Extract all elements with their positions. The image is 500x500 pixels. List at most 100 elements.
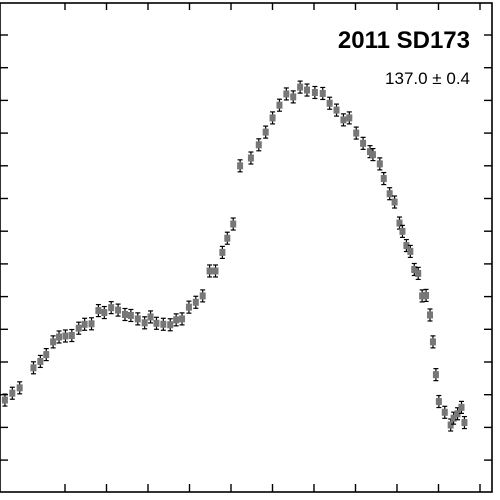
- chart-title: 2011 SD173: [338, 27, 470, 54]
- data-point: [160, 317, 167, 331]
- data-marker: [386, 190, 393, 198]
- data-marker: [461, 419, 468, 427]
- data-point: [380, 171, 387, 186]
- data-point: [206, 264, 213, 278]
- data-point: [9, 386, 16, 400]
- data-marker: [185, 303, 192, 311]
- data-marker: [360, 139, 367, 147]
- data-marker: [134, 315, 141, 323]
- data-marker: [447, 421, 454, 429]
- data-marker: [427, 311, 434, 319]
- data-marker: [326, 99, 333, 107]
- data-marker: [173, 316, 180, 324]
- data-marker: [441, 408, 448, 416]
- data-point: [127, 308, 134, 323]
- data-point: [75, 321, 82, 335]
- data-point: [297, 80, 304, 94]
- axis-ticks: [0, 3, 492, 492]
- data-point: [56, 330, 63, 344]
- data-marker: [43, 351, 50, 359]
- data-marker: [396, 219, 403, 227]
- data-marker: [167, 321, 174, 329]
- data-point: [353, 126, 360, 140]
- data-point: [432, 368, 439, 382]
- data-point: [340, 113, 347, 127]
- data-marker: [297, 83, 304, 91]
- data-marker: [435, 398, 442, 406]
- data-marker: [391, 198, 398, 206]
- data-marker: [212, 267, 219, 275]
- data-point: [62, 329, 69, 343]
- data-point: [326, 96, 333, 110]
- data-point: [369, 147, 376, 162]
- data-point: [30, 361, 37, 375]
- data-marker: [199, 292, 206, 300]
- data-point: [95, 303, 102, 318]
- data-marker: [340, 116, 347, 124]
- data-marker: [9, 389, 16, 397]
- data-marker: [304, 86, 311, 94]
- data-marker: [247, 154, 254, 162]
- data-point: [121, 307, 128, 322]
- data-point: [101, 305, 108, 320]
- data-point: [173, 313, 180, 327]
- data-marker: [380, 175, 387, 183]
- data-point: [276, 98, 283, 112]
- data-point: [153, 316, 160, 330]
- data-marker: [219, 248, 226, 256]
- data-marker: [276, 101, 283, 109]
- data-point: [386, 187, 393, 201]
- data-marker: [415, 269, 422, 277]
- data-point: [237, 159, 244, 173]
- data-point: [1, 393, 8, 407]
- data-marker: [81, 320, 88, 328]
- data-point: [360, 136, 367, 150]
- data-point: [230, 217, 237, 231]
- data-marker: [56, 333, 63, 341]
- data-point: [192, 295, 199, 309]
- data-point: [461, 415, 468, 430]
- data-marker: [255, 141, 262, 149]
- data-marker: [192, 298, 199, 306]
- data-point: [37, 354, 44, 369]
- data-point: [219, 245, 226, 259]
- data-marker: [141, 319, 148, 327]
- data-point: [415, 266, 422, 281]
- data-marker: [88, 320, 95, 328]
- data-marker: [108, 304, 115, 312]
- data-marker: [153, 319, 160, 327]
- data-points: [1, 80, 468, 432]
- data-marker: [376, 160, 383, 168]
- data-point: [247, 151, 254, 165]
- data-marker: [399, 227, 406, 235]
- data-point: [212, 264, 219, 278]
- data-point: [141, 316, 148, 330]
- data-marker: [262, 128, 269, 136]
- plot-frame: [0, 2, 493, 493]
- data-marker: [407, 247, 414, 255]
- data-point: [458, 400, 465, 415]
- data-marker: [37, 357, 44, 365]
- data-marker: [311, 88, 318, 96]
- data-point: [115, 303, 122, 317]
- data-point: [290, 90, 297, 104]
- data-marker: [115, 306, 122, 314]
- data-marker: [454, 410, 461, 418]
- data-point: [16, 381, 23, 395]
- data-point: [333, 103, 340, 117]
- data-marker: [75, 324, 82, 332]
- data-point: [199, 289, 206, 303]
- data-marker: [50, 338, 57, 346]
- data-point: [407, 244, 414, 259]
- data-point: [391, 195, 398, 209]
- data-point: [311, 85, 318, 100]
- data-marker: [206, 267, 213, 275]
- data-point: [435, 394, 442, 409]
- data-marker: [411, 266, 418, 274]
- data-marker: [237, 162, 244, 170]
- data-marker: [429, 338, 436, 346]
- data-marker: [62, 332, 69, 340]
- data-marker: [450, 414, 457, 422]
